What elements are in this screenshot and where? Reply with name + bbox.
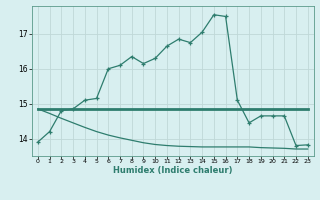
X-axis label: Humidex (Indice chaleur): Humidex (Indice chaleur) [113, 166, 233, 175]
